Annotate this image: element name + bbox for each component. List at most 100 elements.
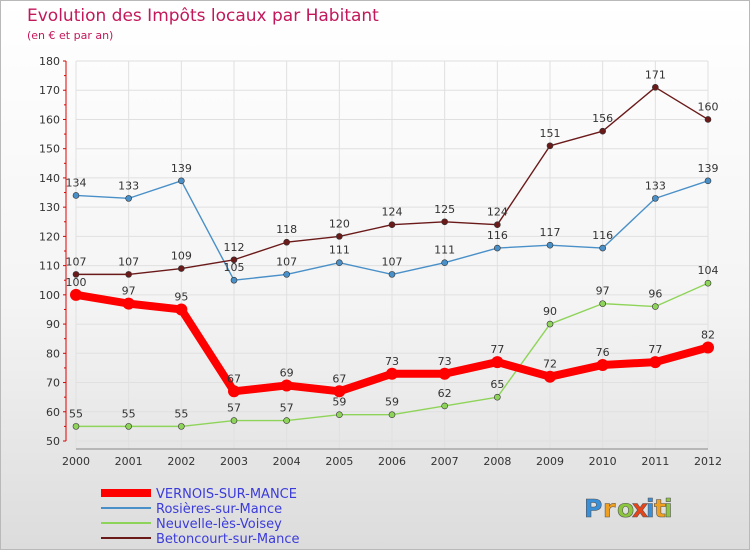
data-label-rosi-res-sur-mance: 116 [592,229,613,242]
x-tick-label: 2008 [483,455,511,468]
data-label-vernois-sur-mance: 72 [543,358,557,371]
data-label-rosi-res-sur-mance: 139 [698,162,719,175]
logo-letter: i [664,494,673,523]
y-tick-label: 180 [39,55,60,68]
data-point-betoncourt-sur-mance [336,233,343,240]
data-point-vernois-sur-mance [386,367,398,380]
data-label-betoncourt-sur-mance: 107 [118,255,139,268]
data-point-betoncourt-sur-mance [652,84,659,91]
data-point-vernois-sur-mance [70,288,82,301]
data-point-rosi-res-sur-mance [283,271,290,278]
x-tick-label: 2002 [167,455,195,468]
y-tick-label: 70 [46,377,60,390]
data-label-rosi-res-sur-mance: 133 [118,179,139,192]
data-point-neuvelle-l-s-voisey [125,423,132,430]
y-tick-label: 80 [46,347,60,360]
y-tick-label: 60 [46,406,60,419]
data-label-betoncourt-sur-mance: 120 [329,217,350,230]
data-label-vernois-sur-mance: 77 [490,343,504,356]
data-label-neuvelle-l-s-voisey: 55 [69,407,83,420]
data-label-betoncourt-sur-mance: 160 [698,100,719,113]
data-label-rosi-res-sur-mance: 111 [434,244,455,257]
x-tick-label: 2012 [694,455,722,468]
data-point-vernois-sur-mance [649,356,662,369]
data-label-vernois-sur-mance: 76 [596,346,610,359]
data-point-neuvelle-l-s-voisey [283,417,290,424]
data-point-rosi-res-sur-mance [388,271,396,278]
x-tick-label: 2001 [115,455,143,468]
logo-letter: i [646,494,655,523]
axes: 50 60 70 80 90 100 110 120 130 140 150 160 170 180 200… [39,55,722,468]
data-label-neuvelle-l-s-voisey: 55 [122,407,136,420]
x-tick-label: 2010 [589,455,617,468]
chart-subtitle: (en € et par an) [27,29,113,42]
data-point-neuvelle-l-s-voisey [336,411,343,418]
logo-letter: P [584,494,602,523]
data-point-rosi-res-sur-mance [652,195,659,202]
x-tick-label: 2006 [378,455,406,468]
data-point-neuvelle-l-s-voisey [704,279,712,287]
x-tick-label: 2007 [431,455,459,468]
data-label-vernois-sur-mance: 69 [280,366,294,379]
data-label-neuvelle-l-s-voisey: 90 [543,305,557,318]
data-point-rosi-res-sur-mance [336,259,343,266]
data-point-betoncourt-sur-mance [72,271,80,278]
data-point-betoncourt-sur-mance [599,127,606,135]
data-label-vernois-sur-mance: 95 [174,290,188,303]
legend-label: VERNOIS-SUR-MANCE [156,487,297,502]
data-point-betoncourt-sur-mance [441,218,448,226]
legend-label: Rosières-sur-Mance [156,502,282,517]
data-point-vernois-sur-mance [228,385,240,398]
data-labels: 55 55 55 57 57 59 59 62 65 90 97 96 104 134 133 139 105 1… [66,68,719,420]
data-label-vernois-sur-mance: 73 [438,355,452,368]
data-point-rosi-res-sur-mance [599,244,606,252]
data-point-neuvelle-l-s-voisey [230,417,238,424]
data-point-neuvelle-l-s-voisey [388,411,396,418]
data-label-betoncourt-sur-mance: 171 [645,68,666,81]
y-tick-label: 130 [39,201,60,214]
data-label-rosi-res-sur-mance: 134 [66,176,87,189]
data-point-betoncourt-sur-mance [704,116,712,123]
data-point-vernois-sur-mance [122,297,135,310]
x-tick-label: 2003 [220,455,248,468]
data-label-neuvelle-l-s-voisey: 65 [490,378,504,391]
data-label-neuvelle-l-s-voisey: 62 [438,387,452,400]
data-label-betoncourt-sur-mance: 107 [66,255,87,268]
gridlines [75,60,709,449]
data-point-vernois-sur-mance [175,303,188,316]
data-label-betoncourt-sur-mance: 124 [382,206,403,219]
data-label-betoncourt-sur-mance: 109 [171,250,192,263]
data-point-betoncourt-sur-mance [178,265,185,272]
x-tick-label: 2005 [325,455,353,468]
data-label-rosi-res-sur-mance: 116 [487,229,508,242]
data-point-vernois-sur-mance [280,379,293,392]
y-tick-label: 110 [39,260,60,273]
data-point-rosi-res-sur-mance [546,241,554,249]
data-label-neuvelle-l-s-voisey: 96 [648,288,662,301]
data-point-vernois-sur-mance [491,356,504,369]
legend: VERNOIS-SUR-MANCERosières-sur-ManceNeuve… [101,487,299,547]
data-point-neuvelle-l-s-voisey [652,303,659,310]
data-point-neuvelle-l-s-voisey [546,320,554,328]
data-point-rosi-res-sur-mance [125,195,132,202]
data-point-vernois-sur-mance [438,367,451,380]
data-label-rosi-res-sur-mance: 105 [224,261,245,274]
data-label-betoncourt-sur-mance: 125 [434,203,455,216]
data-point-neuvelle-l-s-voisey [599,300,606,307]
data-label-vernois-sur-mance: 67 [227,372,241,385]
data-label-vernois-sur-mance: 100 [66,276,87,289]
data-point-neuvelle-l-s-voisey [72,423,80,430]
y-tick-label: 150 [39,143,60,156]
y-tick-label: 120 [39,230,60,243]
data-label-neuvelle-l-s-voisey: 55 [174,407,188,420]
data-point-betoncourt-sur-mance [230,256,238,264]
data-label-neuvelle-l-s-voisey: 59 [385,396,399,409]
logo-letter: r [603,494,616,523]
data-label-betoncourt-sur-mance: 124 [487,206,508,219]
data-point-vernois-sur-mance [333,385,346,398]
y-tick-label: 90 [46,318,60,331]
data-label-rosi-res-sur-mance: 107 [382,255,403,268]
data-label-rosi-res-sur-mance: 111 [329,244,350,257]
